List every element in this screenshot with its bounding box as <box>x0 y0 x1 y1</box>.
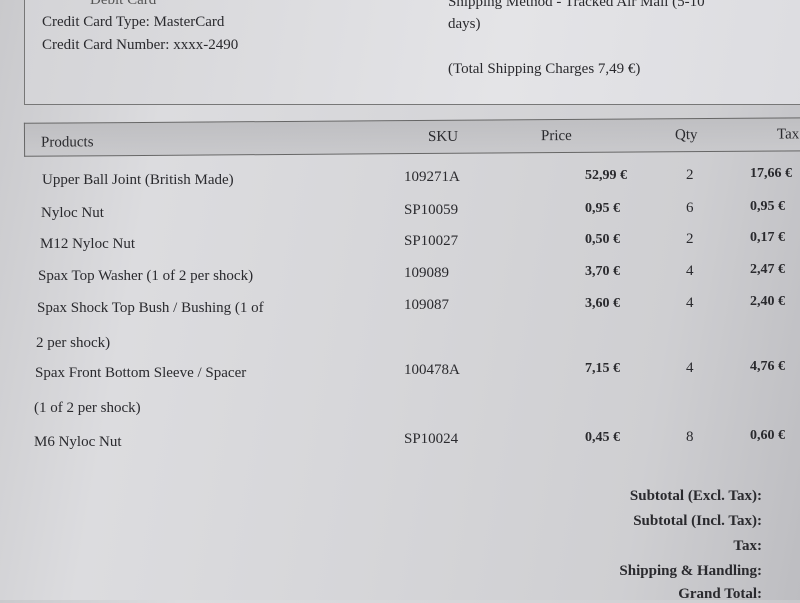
tax: 0,95 € <box>750 199 785 214</box>
price: 3,70 € <box>585 264 620 279</box>
sku: 109089 <box>404 265 449 281</box>
header-products: Products <box>40 134 94 151</box>
tax: 0,60 € <box>750 428 785 443</box>
sku: SP10059 <box>404 202 459 218</box>
price: 0,95 € <box>585 201 620 216</box>
shipping-method: Shipping Method - Tracked Air Mail (5-10 <box>448 0 705 10</box>
card-type: Credit Card Type: MasterCard <box>42 14 225 30</box>
product-name: M12 Nyloc Nut <box>40 236 135 252</box>
qty: 4 <box>686 295 694 311</box>
qty: 6 <box>686 200 694 216</box>
shipping-method-cont: days) <box>448 16 481 32</box>
sku: 109087 <box>404 297 449 313</box>
tax-label: Tax: <box>733 538 762 554</box>
sku: SP10024 <box>404 431 459 447</box>
tax: 4,76 € <box>750 359 785 374</box>
subtotal-excl-label: Subtotal (Excl. Tax): <box>629 488 762 504</box>
qty: 8 <box>686 429 694 445</box>
sku: SP10027 <box>404 233 459 249</box>
qty: 4 <box>686 263 694 279</box>
product-name-cont: (1 of 2 per shock) <box>34 400 141 416</box>
price: 3,60 € <box>585 296 620 311</box>
table-header: Products SKU Price Qty Tax <box>23 117 800 157</box>
qty: 4 <box>686 360 694 376</box>
header-sku: SKU <box>427 128 459 145</box>
payment-method-partial: Debit Card <box>90 0 157 8</box>
payment-shipping-box <box>24 0 800 105</box>
product-name: Spax Shock Top Bush / Bushing (1 of <box>37 300 264 316</box>
tax: 0,17 € <box>750 230 785 245</box>
price: 7,15 € <box>585 361 620 376</box>
tax: 2,47 € <box>750 262 785 277</box>
sku: 100478A <box>404 362 460 378</box>
product-name: Nyloc Nut <box>41 205 104 221</box>
product-name: Upper Ball Joint (British Made) <box>42 172 234 188</box>
tax: 17,66 € <box>750 166 792 181</box>
qty: 2 <box>686 167 694 183</box>
tax: 2,40 € <box>750 294 785 309</box>
card-number: Credit Card Number: xxxx-2490 <box>42 37 239 53</box>
sku: 109271A <box>404 169 460 185</box>
product-name: Spax Front Bottom Sleeve / Spacer <box>35 365 247 381</box>
header-qty: Qty <box>674 127 698 144</box>
header-tax: Tax <box>776 126 800 143</box>
price: 0,50 € <box>585 232 620 247</box>
subtotal-incl-label: Subtotal (Incl. Tax): <box>633 513 762 529</box>
shipping-handling-label: Shipping & Handling: <box>619 563 762 579</box>
product-name-cont: 2 per shock) <box>36 335 111 351</box>
price: 0,45 € <box>585 430 620 445</box>
header-price: Price <box>540 127 572 145</box>
product-name: Spax Top Washer (1 of 2 per shock) <box>38 268 254 284</box>
shipping-charges: (Total Shipping Charges 7,49 €) <box>448 61 641 77</box>
price: 52,99 € <box>585 168 627 183</box>
grand-total-label: Grand Total: <box>678 586 762 602</box>
qty: 2 <box>686 231 694 247</box>
product-name: M6 Nyloc Nut <box>34 434 122 450</box>
